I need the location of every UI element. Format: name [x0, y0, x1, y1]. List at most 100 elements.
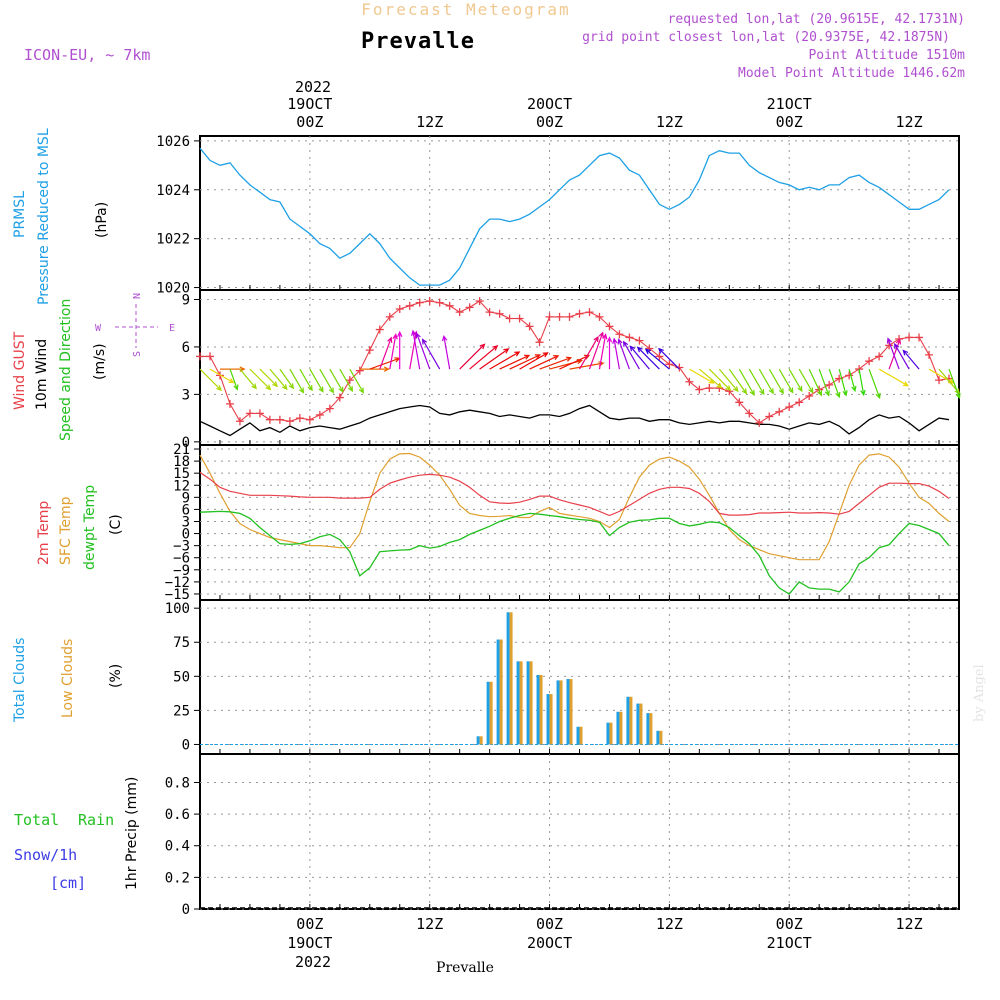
wind-arrow [421, 338, 441, 370]
bottom-hour-label: 00Z [776, 915, 803, 933]
gust-point [775, 407, 784, 416]
top-hour-label: 00Z [296, 113, 323, 131]
panel-3: 0 25 50 75 100 [165, 599, 960, 755]
compass-e: E [169, 323, 175, 334]
wind-arrow [886, 337, 900, 370]
wind-arrow [606, 336, 613, 370]
y-tick-label: 3 [182, 387, 190, 403]
y-tick-label: 15 [173, 466, 190, 482]
low-clouds-bar [619, 711, 623, 745]
y-tick-label: 25 [173, 703, 190, 719]
low-clouds-bar [659, 730, 663, 745]
low-clouds-bar [639, 703, 643, 745]
total-clouds-bar [656, 730, 660, 745]
low-clouds-bar [649, 713, 653, 745]
wind-arrow [559, 354, 591, 370]
y-tick-label: 0 [182, 435, 190, 451]
gust-point [275, 415, 284, 424]
gust-point [625, 333, 634, 342]
wind-arrow [279, 368, 295, 390]
y-tick-label: 50 [173, 669, 190, 685]
top-date-label: 20OCT [527, 95, 572, 113]
y-tick-label: 0.2 [165, 870, 190, 886]
wind-arrow [612, 337, 620, 370]
wind-arrow [397, 330, 403, 370]
wind-arrow [894, 342, 910, 370]
wind-arrow [878, 368, 910, 387]
y-tick-label: −3 [173, 539, 190, 555]
wind-arrow [329, 368, 344, 393]
gust-point [805, 391, 814, 400]
y-tick-label: 100 [165, 601, 190, 617]
requested-coords: requested lon,lat (20.9615E, 42.1731N) [668, 12, 965, 27]
gust-point [925, 350, 934, 359]
panel-frame [199, 135, 960, 291]
wind-arrow [289, 368, 305, 394]
y-tick-label: 0 [182, 902, 190, 918]
total-clouds-bar [556, 680, 560, 745]
bottom-date-label: 20OCT [527, 934, 572, 952]
y-tick-label: 0.6 [165, 807, 190, 823]
gust-point [565, 312, 574, 321]
gust-point [255, 409, 264, 418]
wind-arrow [209, 368, 235, 384]
gust-point [765, 412, 774, 421]
wind-arrow [479, 348, 510, 370]
gust-point [935, 376, 944, 385]
gust-point [615, 330, 624, 339]
wind-arrow [658, 347, 680, 370]
gust-point [785, 403, 794, 412]
y-tick-label: 9 [182, 490, 190, 506]
wind-arrow [349, 368, 364, 394]
y-tick-label: −12 [165, 575, 190, 591]
wind-arrow [411, 329, 421, 370]
gust-point [575, 309, 584, 318]
total-clouds-bar [636, 703, 640, 745]
top-hour-label: 12Z [896, 113, 923, 131]
low-clouds-bar [509, 612, 513, 745]
wind-arrow [539, 356, 573, 370]
gust-point [495, 309, 504, 318]
gust-point [245, 409, 254, 418]
wind-arrow [718, 368, 739, 393]
low-clouds-bar [609, 722, 613, 745]
wind-arrow [617, 338, 630, 370]
gust-point [555, 312, 564, 321]
gust-point [535, 338, 544, 347]
gust-point [755, 418, 764, 427]
wind-arrow [339, 368, 354, 393]
total-clouds-bar [496, 639, 500, 745]
y-tick-label: 0.4 [165, 839, 190, 855]
wind-arrow [848, 368, 857, 393]
wind-arrow [798, 368, 814, 394]
wind-arrow [229, 368, 239, 391]
total-clouds-bar [626, 696, 630, 745]
gust-point [515, 314, 524, 323]
wind-arrow [459, 343, 486, 370]
location-title: Prevalle [361, 29, 475, 54]
panel-0: 1020 1022 1024 1026 [156, 134, 960, 297]
gust-point [705, 384, 714, 393]
gust-point [655, 352, 664, 361]
precip-unit: 1hr Precip (mm) [124, 777, 140, 890]
low-clouds-bar [539, 674, 543, 745]
wind-arrow [758, 368, 774, 395]
low-clouds-bar [489, 681, 493, 745]
total-clouds-bar [646, 713, 650, 745]
low-clouds-label: Low Clouds [60, 639, 76, 718]
gust-point [905, 333, 914, 342]
wind-arrow [623, 340, 640, 370]
wind-unit: (m/s) [92, 343, 108, 380]
panels: 10201022102410260369−15−12−9−6−303691215… [156, 134, 961, 918]
total-clouds-bar [476, 736, 480, 745]
gust-point [345, 376, 354, 385]
gust-point [635, 336, 644, 345]
precip-snow-label: Snow/1h [14, 846, 77, 864]
wind-arrow [629, 345, 650, 370]
precip-total-label: Total [14, 811, 59, 829]
watermark: by Angel [972, 664, 987, 722]
gust-point [295, 414, 304, 423]
wind-arrow [838, 368, 848, 397]
